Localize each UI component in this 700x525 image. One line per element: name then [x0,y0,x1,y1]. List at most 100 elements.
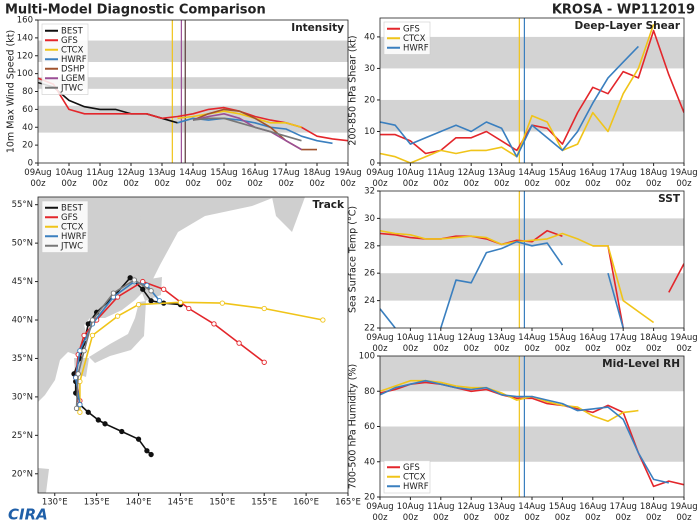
track-point [211,321,217,327]
track-point [89,332,96,339]
x-tick-label: 09Aug 00z [24,168,51,189]
y-axis-title: 200-850 hPa Shear (kt) [348,35,359,145]
y-tick-label: 45°N [12,277,33,287]
legend-label: JTWC [60,241,83,251]
x-tick-label: 12Aug 00z [457,333,484,354]
x-tick-label: 10Aug 00z [397,168,424,189]
track-point [73,405,80,412]
x-tick-label: 140°E [126,498,152,508]
y-tick-label: 20 [364,95,375,105]
series-line [177,110,302,129]
x-tick-label: 150°E [209,498,235,508]
band [38,105,348,133]
y-tick-label: 28 [364,241,375,251]
x-tick-label: 145°E [168,498,194,508]
legend-label: GFS [61,36,78,46]
x-tick-label: 15Aug 00z [549,168,576,189]
plot-area [380,191,684,328]
x-tick-label: 18Aug 00z [640,502,667,523]
logo: CIRA [8,506,48,524]
x-tick-label: 18Aug 00z [303,168,330,189]
x-tick-label: 09Aug 00z [366,333,393,354]
x-tick-label: 13Aug 00z [488,502,515,523]
y-tick-label: 40 [22,123,33,133]
y-tick-label: 160 [17,16,33,26]
y-tick-label: 80 [22,87,33,97]
x-tick-label: 10Aug 00z [55,168,82,189]
x-tick-label: 135°E [84,498,110,508]
y-tick-label: 26 [364,269,375,279]
x-tick-label: 13Aug 00z [148,168,175,189]
x-tick-label: 17Aug 00z [609,168,636,189]
x-tick-label: 15Aug 00z [210,168,237,189]
series-line [380,45,639,158]
legend-label: HWRF [403,482,429,492]
plot-area [38,20,348,163]
y-tick-label: 80 [364,387,375,397]
x-tick-label: 19Aug 00z [670,333,697,354]
track-point [127,275,133,281]
y-axis-title: Sea Surface Temp (°C) [348,206,359,313]
x-tick-label: 19Aug 00z [670,168,697,189]
band [38,40,348,63]
y-tick-label: 22 [364,324,375,334]
plot-area [71,275,326,458]
x-tick-label: 11Aug 00z [427,168,454,189]
track-point [261,359,267,365]
y-tick-label: 50°N [12,239,33,249]
series-line [380,240,624,328]
x-tick-label: 18Aug 00z [640,333,667,354]
x-tick-label: 12Aug 00z [457,502,484,523]
track-point [161,286,167,292]
x-tick-label: 14Aug 00z [518,333,545,354]
x-tick-label: 17Aug 00z [609,333,636,354]
y-tick-label: 40°N [12,316,33,326]
panel-title: Deep-Layer Shear [574,20,680,32]
track-point [75,371,81,377]
track-point [140,286,146,292]
y-tick-label: 140 [17,33,33,43]
legend-label: HWRF [61,55,87,65]
plot-area [380,18,684,163]
legend-label: BEST [61,26,84,36]
x-tick-label: 130°E [42,498,68,508]
x-tick-label: 16Aug 00z [241,168,268,189]
panel-title: SST [658,193,681,205]
y-tick-label: 40 [364,457,375,467]
x-tick-label: 16Aug 00z [579,168,606,189]
band [380,273,684,301]
y-tick-label: 0 [28,159,33,169]
legend-label: GFS [403,24,420,34]
track-point [148,288,154,294]
legend-label: BEST [61,203,84,213]
y-tick-label: 32 [364,187,375,197]
y-tick-label: 25°N [12,431,33,441]
x-tick-label: 17Aug 00z [609,502,636,523]
panel-title: Track [313,199,345,211]
y-tick-label: 0 [370,159,375,169]
y-tick-label: 20 [22,141,33,151]
series-line [74,280,265,401]
y-axis-title: 700-500 hPa Humidity (%) [348,364,359,489]
y-tick-label: 60 [22,105,33,115]
legend-label: HWRF [61,232,87,242]
x-tick-label: 19Aug 00z [670,502,697,523]
x-tick-label: 11Aug 00z [86,168,113,189]
legend-label: HWRF [403,43,429,53]
y-tick-label: 100 [17,69,33,79]
track-point [77,401,83,408]
x-tick-label: 13Aug 00z [488,168,515,189]
x-tick-label: 09Aug 00z [366,168,393,189]
storm-id: KROSA - WP112019 [552,3,695,18]
track-point [148,298,154,304]
legend-label: CTCX [61,45,84,55]
x-tick-label: 14Aug 00z [518,168,545,189]
legend-label: CTCX [403,34,426,44]
track-point [95,417,101,423]
y-tick-label: 30°N [12,392,33,402]
y-tick-label: 55°N [12,200,33,210]
y-tick-label: 20 [364,493,375,503]
track-point [135,436,142,442]
band [380,426,684,462]
